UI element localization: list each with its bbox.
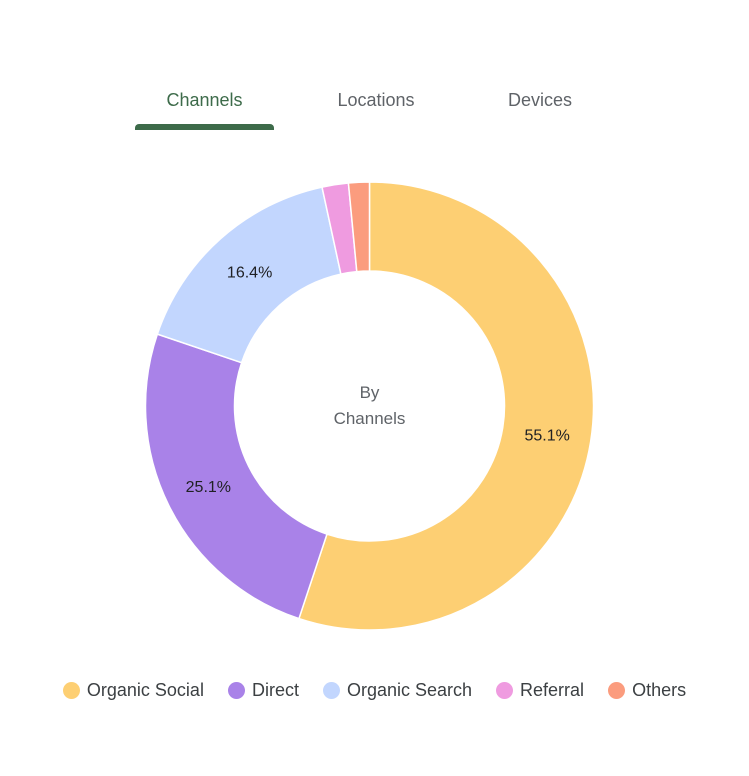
legend-swatch — [227, 682, 245, 699]
slice-organic-social[interactable] — [297, 181, 595, 631]
legend-swatch — [322, 682, 340, 699]
legend-item-direct[interactable]: Direct — [227, 680, 299, 701]
center-label-line-2: Channels — [334, 409, 406, 428]
legend-label: Others — [632, 680, 687, 700]
legend-label: Referral — [520, 680, 585, 700]
legend-label: Organic Social — [86, 680, 204, 700]
legend-item-referral[interactable]: Referral — [496, 680, 584, 701]
tab-locations[interactable]: Locations — [306, 82, 446, 130]
donut-chart: 55.1% 25.1% 16.4% By Channels — [0, 160, 749, 660]
legend-item-organic-social[interactable]: Organic Social — [62, 680, 204, 701]
legend-item-others[interactable]: Others — [608, 680, 686, 701]
tab-devices[interactable]: Devices — [470, 82, 610, 130]
chart-legend: Organic Social Direct Organic Search Referr… — [0, 680, 749, 701]
tab-locations-label: Locations — [337, 90, 415, 110]
tab-channels-label: Channels — [166, 90, 243, 110]
legend-swatch — [608, 682, 626, 699]
legend-swatch — [496, 682, 514, 699]
legend-swatch — [62, 682, 80, 699]
slice-direct[interactable] — [144, 333, 328, 620]
legend-item-organic-search[interactable]: Organic Search — [322, 680, 473, 701]
center-label-line-1: By — [360, 383, 380, 402]
slice-label-organic-search: 16.4% — [227, 265, 272, 282]
legend-label: Direct — [251, 680, 299, 700]
slice-others[interactable] — [347, 181, 371, 273]
tab-devices-label: Devices — [507, 90, 573, 110]
active-tab-indicator — [135, 124, 274, 130]
tab-bar: Channels Locations Devices — [0, 82, 749, 132]
legend-label: Organic Search — [346, 680, 473, 700]
donut-slice-labels: 55.1% 25.1% 16.4% — [186, 265, 570, 496]
donut-chart-svg: 55.1% 25.1% 16.4% By Channels — [144, 181, 595, 631]
slice-label-direct: 25.1% — [186, 479, 231, 496]
slice-label-organic-social: 55.1% — [525, 428, 570, 445]
tab-channels[interactable]: Channels — [135, 82, 274, 130]
donut-center-label: By Channels — [334, 383, 406, 428]
donut-slices — [144, 181, 595, 631]
